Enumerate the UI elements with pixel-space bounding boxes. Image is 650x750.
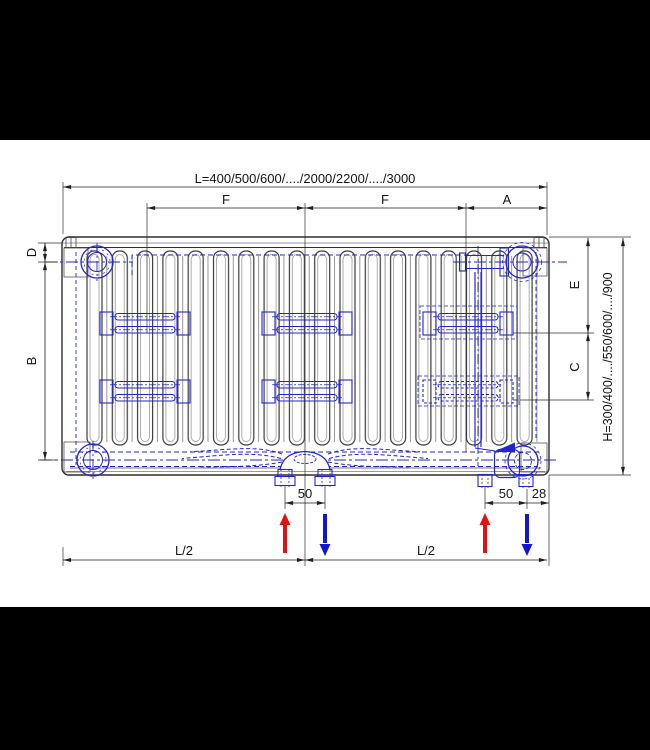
top-right-valve-icon [458, 242, 542, 282]
side-edge-offset-label: 28 [532, 486, 546, 501]
bracket-lower-right-hidden [417, 375, 520, 407]
letterbox-top [0, 0, 650, 140]
e-label: E [567, 280, 582, 289]
a-label: A [503, 192, 512, 207]
extension-lines [38, 182, 631, 566]
bottom-left-plug-icon [76, 441, 110, 479]
radiator-body [61, 236, 550, 476]
bracket-upper-left [99, 311, 191, 336]
half-length-left-label: L/2 [175, 543, 193, 558]
side-supply-arrow-icon [479, 513, 491, 553]
bottom-right-valve-icon [477, 442, 542, 489]
bracket-upper-center [261, 311, 353, 336]
half-length-right-label: L/2 [417, 543, 435, 558]
c-label: C [567, 362, 582, 371]
bracket-lower-left [99, 379, 191, 404]
side-return-arrow-icon [521, 514, 533, 556]
mounting-brackets [99, 305, 520, 407]
f-right-label: F [381, 192, 389, 207]
top-left-plug-icon [80, 243, 114, 281]
center-supply-arrow-icon [279, 513, 291, 553]
f-left-label: F [222, 192, 230, 207]
length-dimension-label: L=400/500/600/..../2000/2200/..../3000 [195, 171, 416, 186]
center-tap-spacing-label: 50 [298, 486, 312, 501]
bracket-lower-center [261, 379, 353, 404]
corrugated-fins [85, 250, 540, 447]
bracket-upper-right [419, 305, 518, 340]
letterbox-bottom [0, 607, 650, 750]
b-label: B [24, 357, 39, 366]
side-tap-spacing-label: 50 [499, 486, 513, 501]
d-label: D [24, 248, 39, 257]
height-dimension-label: H=300/400/..../550/600/..../900 [601, 272, 615, 441]
center-return-arrow-icon [319, 514, 331, 556]
dimension-lines [43, 185, 625, 562]
